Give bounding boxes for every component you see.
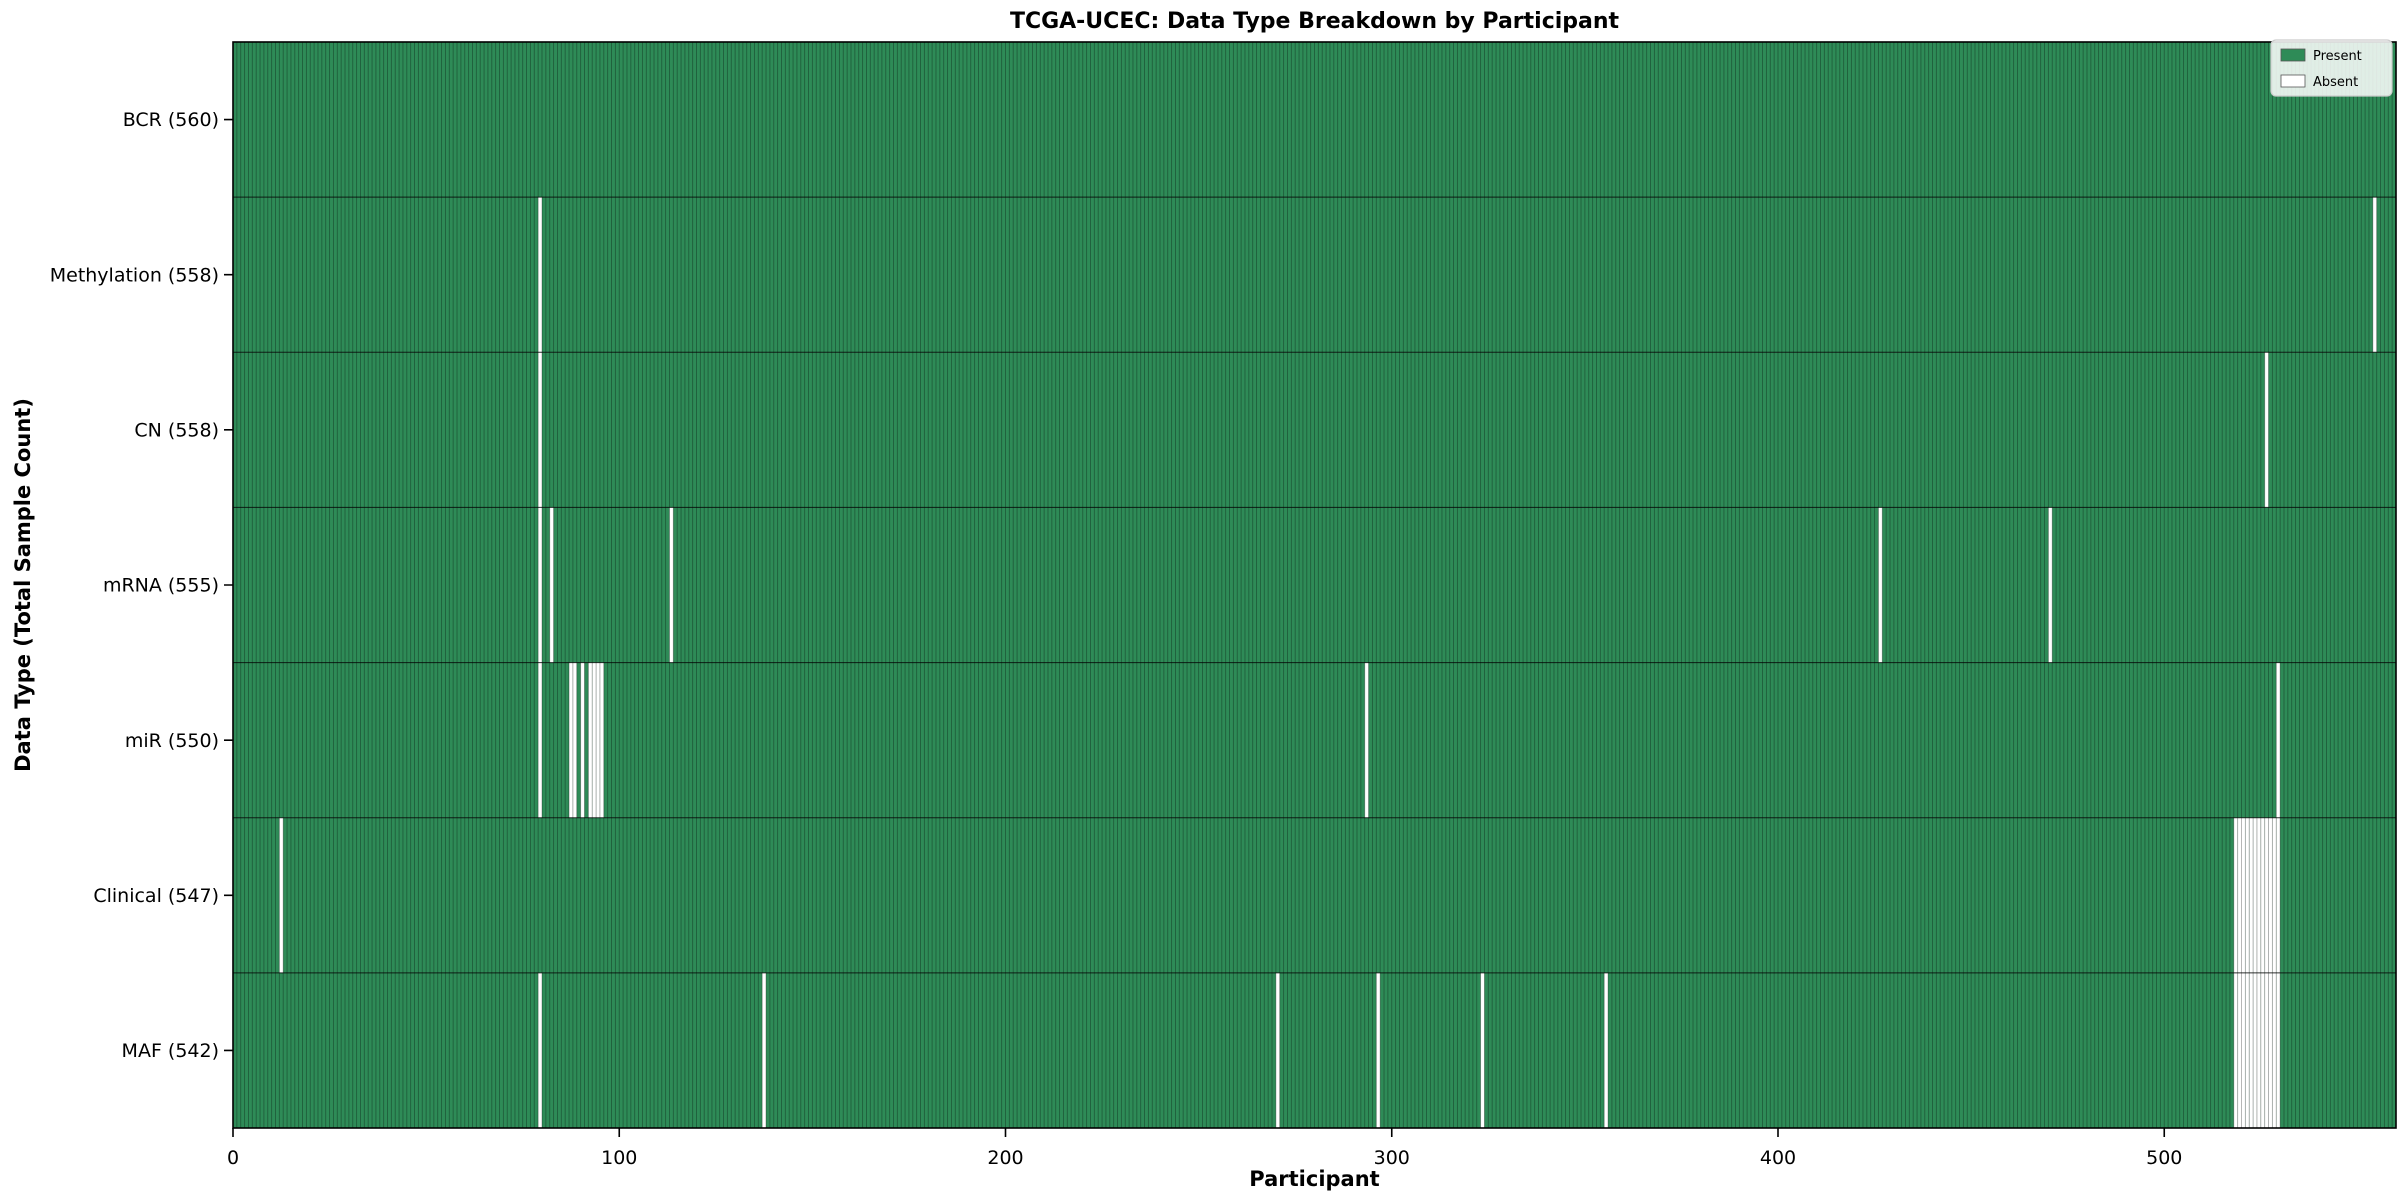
absent-cell-maf-296: [1376, 972, 1381, 1128]
absent-cell-mir-95: [599, 662, 604, 818]
absent-cell-mir-92: [588, 662, 593, 818]
y-tick-marks: [224, 118, 233, 1052]
absent-cell-cn-526: [2264, 352, 2269, 508]
absent-cell-clinical-529: [2276, 817, 2281, 973]
absent-cell-maf-527: [2268, 972, 2273, 1128]
absent-cell-maf-323: [1480, 972, 1485, 1128]
absent-cell-clinical-524: [2256, 817, 2261, 973]
x-tick-marks: [232, 1128, 2166, 1137]
absent-cell-mrna-113: [669, 507, 674, 663]
row-present-methylation: [233, 197, 2396, 353]
y-tick-label-bcr: BCR (560): [123, 109, 219, 131]
absent-cell-methylation-554: [2372, 197, 2377, 353]
absent-cell-maf-355: [1604, 972, 1609, 1128]
absent-cell-methylation-79: [538, 197, 542, 353]
x-tick-label-200: 200: [987, 1147, 1023, 1169]
absent-cell-clinical-527: [2268, 817, 2273, 973]
absent-cell-clinical-525: [2260, 817, 2265, 973]
y-tick-label-cn: CN (558): [134, 420, 219, 442]
absent-cell-maf-522: [2249, 972, 2254, 1128]
row-present-mrna: [233, 507, 2396, 663]
row-present-cn: [233, 352, 2396, 508]
absent-cell-mrna-426: [1878, 507, 1883, 663]
y-tick-label-maf: MAF (542): [122, 1040, 219, 1062]
chart-title: TCGA-UCEC: Data Type Breakdown by Partic…: [1010, 9, 1620, 34]
absent-cell-mir-79: [538, 662, 542, 818]
absent-cell-maf-529: [2276, 972, 2281, 1128]
absent-cell-maf-520: [2241, 972, 2246, 1128]
absent-cell-clinical-528: [2272, 817, 2277, 973]
y-tick-label-methylation: Methylation (558): [50, 264, 219, 286]
absent-cell-clinical-12: [279, 817, 284, 973]
absent-cell-cn-79: [538, 352, 542, 508]
absent-cell-mir-94: [596, 662, 600, 818]
absent-cell-maf-525: [2260, 972, 2265, 1128]
x-tick-label-400: 400: [1760, 1147, 1796, 1169]
absent-cell-maf-79: [538, 972, 542, 1128]
absent-cell-maf-270: [1275, 972, 1280, 1128]
x-tick-label-0: 0: [227, 1147, 239, 1169]
absent-cell-maf-528: [2272, 972, 2277, 1128]
absent-cell-clinical-523: [2253, 817, 2257, 973]
absent-cell-clinical-520: [2241, 817, 2246, 973]
absent-cell-mir-529: [2276, 662, 2281, 818]
row-present-maf: [233, 972, 2396, 1128]
row-present-bcr: [233, 42, 2396, 198]
absent-cell-maf-137: [762, 972, 767, 1128]
absent-cell-clinical-526: [2264, 817, 2269, 973]
absent-cell-maf-521: [2245, 972, 2250, 1128]
absent-cell-mir-293: [1364, 662, 1369, 818]
absent-cell-maf-519: [2237, 972, 2242, 1128]
row-separators: [233, 196, 2396, 974]
absent-cell-maf-524: [2256, 972, 2261, 1128]
row-present-clinical: [233, 817, 2396, 973]
absent-cell-mir-87: [569, 662, 573, 818]
absent-cell-mrna-79: [538, 507, 542, 663]
legend-label-present: Present: [2313, 49, 2362, 64]
absent-cell-mrna-470: [2048, 507, 2053, 663]
y-tick-label-clinical: Clinical (547): [93, 885, 219, 907]
x-tick-label-300: 300: [1374, 1147, 1410, 1169]
absent-cell-clinical-519: [2237, 817, 2242, 973]
y-tick-label-mrna: mRNA (555): [103, 575, 219, 597]
y-axis-label: Data Type (Total Sample Count): [11, 398, 35, 772]
absent-cell-clinical-522: [2249, 817, 2254, 973]
absent-cell-maf-518: [2233, 972, 2238, 1128]
y-tick-label-mir: miR (550): [125, 730, 219, 752]
cell-borders-grid: [232, 42, 2397, 1128]
absent-cell-mrna-82: [549, 507, 554, 663]
absent-cell-clinical-521: [2245, 817, 2250, 973]
x-axis-label: Participant: [1249, 1167, 1379, 1191]
absent-cell-mir-88: [572, 662, 577, 818]
absent-cell-mir-90: [580, 662, 585, 818]
legend-swatch-present: [2280, 48, 2306, 62]
legend-swatch-absent: [2280, 74, 2306, 88]
absent-cell-mir-93: [592, 662, 597, 818]
absent-cell-clinical-518: [2233, 817, 2238, 973]
x-tick-label-500: 500: [2146, 1147, 2182, 1169]
absent-cell-maf-526: [2264, 972, 2269, 1128]
x-tick-label-100: 100: [601, 1147, 637, 1169]
legend-label-absent: Absent: [2313, 75, 2358, 90]
absent-cell-maf-523: [2253, 972, 2257, 1128]
